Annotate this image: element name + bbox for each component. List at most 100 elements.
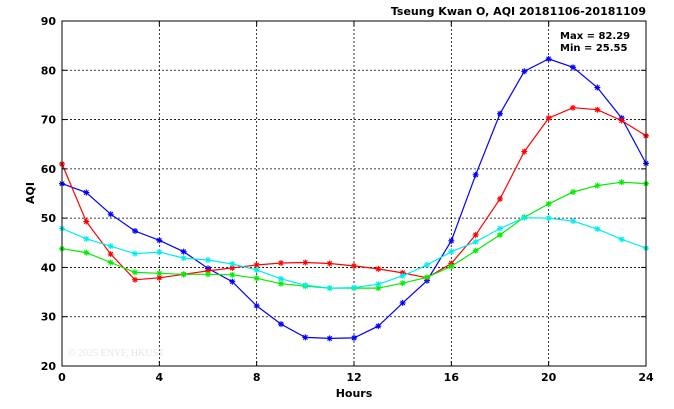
data-point-marker bbox=[594, 84, 601, 91]
data-point-marker bbox=[472, 171, 479, 178]
data-point-marker bbox=[83, 235, 90, 242]
data-point-marker bbox=[278, 259, 284, 266]
data-point-marker bbox=[448, 237, 455, 244]
data-point-marker bbox=[253, 266, 260, 273]
data-point-marker bbox=[302, 259, 309, 266]
data-point-marker bbox=[278, 275, 284, 282]
data-point-marker bbox=[83, 218, 90, 225]
data-point-marker bbox=[229, 271, 236, 278]
data-point-marker bbox=[594, 182, 601, 189]
data-point-marker bbox=[545, 55, 552, 62]
x-tick-label: 12 bbox=[346, 371, 361, 384]
data-point-marker bbox=[205, 271, 211, 278]
data-point-marker bbox=[229, 278, 236, 285]
grid-lines bbox=[62, 21, 646, 366]
data-point-marker bbox=[180, 248, 187, 255]
y-tick-label: 50 bbox=[41, 212, 57, 225]
series-layer bbox=[59, 55, 649, 342]
data-point-marker bbox=[107, 251, 114, 258]
data-point-marker bbox=[521, 68, 528, 75]
data-point-marker bbox=[472, 231, 479, 238]
data-point-marker bbox=[132, 250, 138, 257]
chart-title: Tseung Kwan O, AQI 20181106-20181109 bbox=[391, 5, 646, 18]
data-point-marker bbox=[107, 243, 114, 250]
data-point-marker bbox=[229, 260, 236, 267]
data-point-marker bbox=[448, 248, 455, 255]
data-point-marker bbox=[497, 110, 503, 117]
data-point-marker bbox=[351, 334, 357, 341]
data-point-marker bbox=[132, 276, 138, 283]
data-point-marker bbox=[180, 255, 187, 262]
y-tick-label: 70 bbox=[41, 114, 57, 127]
data-point-marker bbox=[545, 115, 552, 122]
x-tick-label: 8 bbox=[253, 371, 261, 384]
x-tick-label: 20 bbox=[541, 371, 557, 384]
data-point-marker bbox=[253, 302, 260, 309]
data-point-marker bbox=[424, 274, 430, 281]
data-point-marker bbox=[594, 225, 601, 232]
data-point-marker bbox=[497, 195, 503, 202]
series-1 bbox=[59, 55, 649, 342]
data-point-marker bbox=[326, 285, 333, 292]
x-tick-label: 16 bbox=[444, 371, 460, 384]
data-point-marker bbox=[302, 282, 309, 289]
y-tick-label: 20 bbox=[41, 360, 57, 373]
data-point-marker bbox=[351, 262, 357, 269]
y-tick-label: 60 bbox=[41, 163, 57, 176]
data-point-marker bbox=[132, 269, 138, 276]
data-point-marker bbox=[156, 274, 163, 281]
data-point-marker bbox=[594, 106, 601, 113]
data-point-marker bbox=[351, 284, 357, 291]
data-point-marker bbox=[570, 64, 576, 71]
data-point-marker bbox=[326, 260, 333, 267]
data-point-marker bbox=[570, 218, 576, 225]
data-point-marker bbox=[253, 261, 260, 268]
data-point-marker bbox=[205, 267, 211, 274]
data-point-marker bbox=[399, 280, 406, 287]
data-point-marker bbox=[521, 148, 528, 155]
data-point-marker bbox=[472, 247, 479, 254]
x-tick-label: 4 bbox=[156, 371, 164, 384]
data-point-marker bbox=[618, 117, 625, 124]
data-point-marker bbox=[399, 272, 406, 279]
data-point-marker bbox=[156, 249, 163, 256]
min-value-label: Min = 25.55 bbox=[560, 43, 628, 54]
data-point-marker bbox=[375, 281, 382, 288]
y-tick-label: 40 bbox=[41, 261, 57, 274]
data-point-marker bbox=[375, 265, 382, 272]
data-point-marker bbox=[156, 237, 163, 244]
data-point-marker bbox=[375, 285, 382, 292]
data-point-marker bbox=[448, 263, 455, 270]
data-point-marker bbox=[107, 211, 114, 218]
data-point-marker bbox=[278, 321, 284, 328]
data-point-marker bbox=[302, 334, 309, 341]
data-point-marker bbox=[545, 215, 552, 222]
data-point-marker bbox=[424, 261, 430, 268]
data-point-marker bbox=[180, 271, 187, 278]
data-point-marker bbox=[375, 323, 382, 330]
data-point-marker bbox=[472, 238, 479, 245]
x-tick-label: 0 bbox=[58, 371, 66, 384]
data-point-marker bbox=[399, 299, 406, 306]
data-point-marker bbox=[497, 231, 503, 238]
y-tick-label: 80 bbox=[41, 64, 57, 77]
data-point-marker bbox=[83, 249, 90, 256]
data-point-marker bbox=[83, 189, 90, 196]
data-point-marker bbox=[132, 227, 138, 234]
y-axis-label: AQI bbox=[24, 182, 37, 204]
axis-ticks: 0 4 8 12 16 20 24 20 30 40 50 60 70 80 90 bbox=[41, 15, 654, 384]
data-point-marker bbox=[618, 236, 625, 243]
data-point-marker bbox=[618, 179, 625, 186]
x-axis-label: Hours bbox=[336, 387, 373, 400]
data-point-marker bbox=[229, 264, 236, 271]
y-tick-label: 30 bbox=[41, 311, 57, 324]
data-point-marker bbox=[156, 270, 163, 277]
data-point-marker bbox=[278, 280, 284, 287]
data-point-marker bbox=[205, 257, 211, 264]
data-point-marker bbox=[570, 104, 576, 111]
data-point-marker bbox=[253, 275, 260, 282]
max-value-label: Max = 82.29 bbox=[560, 31, 630, 42]
data-point-marker bbox=[107, 259, 114, 266]
data-point-marker bbox=[570, 189, 576, 196]
